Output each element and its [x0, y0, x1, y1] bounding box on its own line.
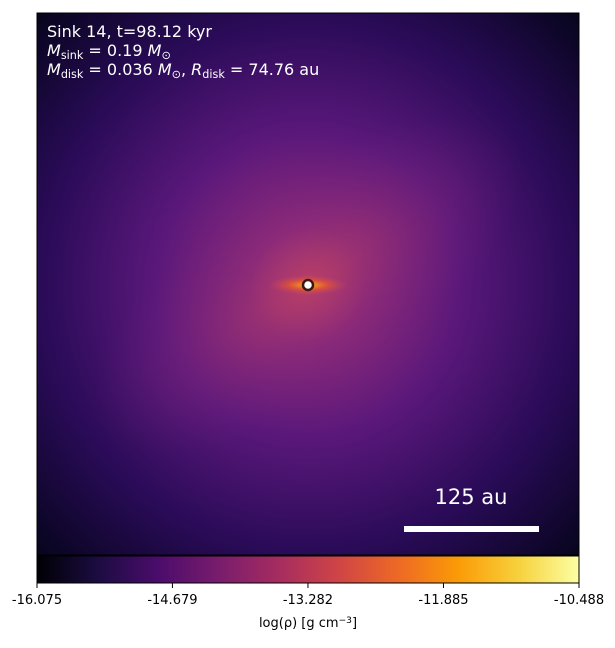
subscript: disk [202, 68, 225, 81]
subscript: disk [61, 68, 84, 81]
text-part: = 0.19 [83, 41, 147, 60]
plot-frame [36, 12, 580, 556]
tick-label: -14.679 [147, 593, 197, 608]
text-part: M [158, 60, 172, 79]
tick-label: -11.885 [418, 593, 468, 608]
text-part: , [181, 60, 191, 79]
scale-bar-label: 125 au [435, 485, 508, 509]
colorbar-label: log(ρ) [g cm−3] [259, 616, 357, 631]
tick-label: -10.488 [554, 593, 604, 608]
text-part: M [47, 41, 61, 60]
annotation-line: Msink = 0.19 M⊙ [47, 41, 171, 62]
annotation-line: Sink 14, t=98.12 kyr [47, 22, 212, 41]
text-part: log(ρ) [g cm [259, 616, 339, 631]
text-part: = 74.76 au [225, 60, 319, 79]
text-part: Sink 14, t=98.12 kyr [47, 22, 212, 41]
text-part: R [191, 60, 202, 79]
colorbar-ticks: -16.075 -14.679 -13.282 -11.885 -10.488 [12, 583, 604, 608]
tick-label: -16.075 [12, 593, 62, 608]
sink-particle [301, 278, 315, 292]
annotation-line: Mdisk = 0.036 M⊙, Rdisk = 74.76 au [47, 60, 319, 81]
subscript: ⊙ [161, 49, 170, 62]
text-part: ] [352, 616, 357, 631]
text-part: M [148, 41, 162, 60]
subscript: ⊙ [172, 68, 181, 81]
text-part: = 0.036 [83, 60, 157, 79]
colorbar [36, 555, 580, 584]
tick-label: -13.282 [283, 593, 333, 608]
density-image [37, 13, 579, 555]
superscript: −3 [339, 616, 353, 626]
subscript: sink [61, 49, 84, 62]
text-part: M [47, 60, 61, 79]
scale-bar [404, 526, 539, 532]
